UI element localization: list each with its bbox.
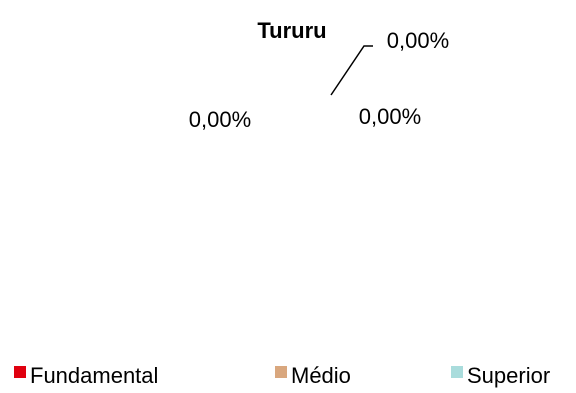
legend-swatch-superior: [451, 366, 463, 378]
legend: Fundamental Médio Superior: [14, 363, 550, 388]
legend-swatch-fundamental: [14, 366, 26, 378]
leader-lines: [330, 45, 373, 96]
legend-swatch-médio: [275, 366, 287, 378]
chart-title: Tururu: [257, 18, 326, 43]
legend-label-médio: Médio: [291, 363, 351, 388]
data-label-médio: 0,00%: [359, 104, 421, 129]
legend-label-superior: Superior: [467, 363, 550, 388]
legend-label-fundamental: Fundamental: [30, 363, 158, 388]
data-labels: 0,00% 0,00% 0,00%: [189, 28, 449, 132]
data-label-fundamental: 0,00%: [189, 107, 251, 132]
leader-line: [330, 45, 373, 96]
data-label-superior: 0,00%: [387, 28, 449, 53]
